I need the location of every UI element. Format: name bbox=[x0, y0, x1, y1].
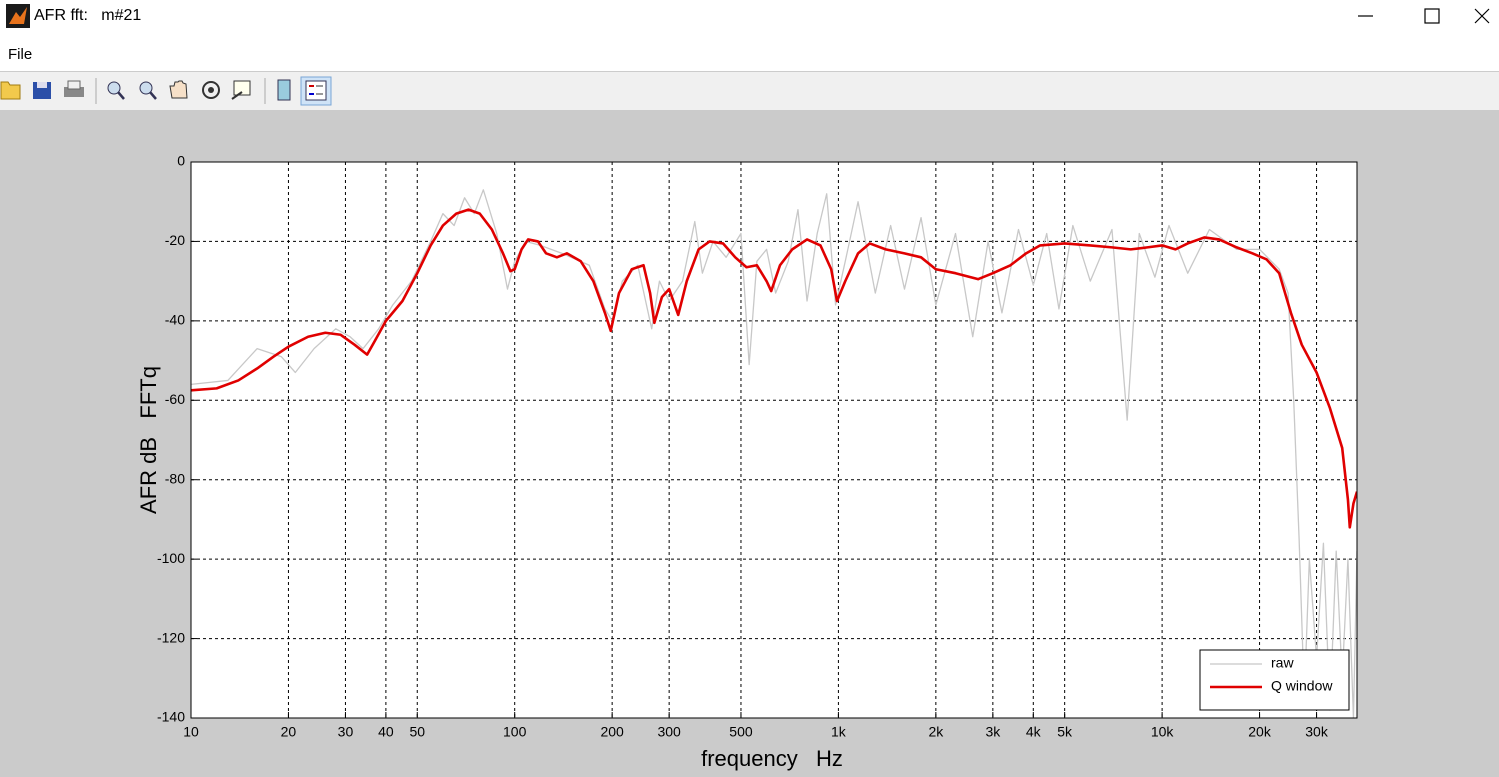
x-tick-label: 300 bbox=[657, 724, 681, 740]
y-tick-label: -40 bbox=[165, 312, 185, 328]
menu-file[interactable]: File bbox=[8, 46, 33, 63]
save-button[interactable] bbox=[33, 82, 51, 99]
x-tick-label: 5k bbox=[1057, 724, 1073, 740]
colorbar-button[interactable] bbox=[277, 79, 291, 101]
axes-box bbox=[190, 161, 1358, 719]
plot-area bbox=[191, 162, 1357, 718]
x-tick-label: 30 bbox=[338, 724, 354, 740]
y-tick-label: -120 bbox=[157, 629, 185, 645]
toolbar bbox=[0, 71, 1499, 111]
zoom-out-button[interactable] bbox=[139, 81, 157, 100]
figure: 10 20 30 40 50 100 200 300 500 1k 2k 3k 4k 5k 10k 20k 30… bbox=[0, 110, 1499, 777]
maximize[interactable] bbox=[1424, 8, 1440, 24]
window-title: AFR fft: m#21 bbox=[34, 7, 142, 24]
toolbar-icons bbox=[0, 76, 332, 106]
y-tick-label: 0 bbox=[177, 153, 185, 169]
close[interactable] bbox=[1474, 8, 1490, 24]
y-tick-label: -140 bbox=[157, 709, 185, 725]
y-axis-label: AFR dB FFTq bbox=[136, 366, 161, 514]
menu-bar: File bbox=[0, 40, 1499, 70]
x-tick-label: 100 bbox=[503, 724, 527, 740]
pan-button[interactable] bbox=[169, 80, 188, 99]
x-tick-label: 30k bbox=[1305, 724, 1329, 740]
data-cursor-button[interactable] bbox=[231, 80, 251, 100]
x-tick-label: 500 bbox=[729, 724, 753, 740]
open-button[interactable] bbox=[0, 81, 21, 100]
y-tick-label: -20 bbox=[165, 232, 185, 248]
app-icon bbox=[6, 4, 30, 28]
y-tick-label: -60 bbox=[165, 391, 185, 407]
x-tick-label: 50 bbox=[409, 724, 425, 740]
y-tick-label: -80 bbox=[165, 470, 185, 486]
x-axis-label: frequency Hz bbox=[701, 746, 843, 771]
x-tick-label: 10 bbox=[183, 724, 199, 740]
x-tick-label: 2k bbox=[928, 724, 944, 740]
x-tick-label: 40 bbox=[378, 724, 394, 740]
x-tick-label: 20 bbox=[281, 724, 297, 740]
x-tick-label: 20k bbox=[1248, 724, 1272, 740]
x-tick-label: 200 bbox=[600, 724, 624, 740]
title-bar: AFR fft: m#21 bbox=[0, 0, 1499, 34]
zoom-in-button[interactable] bbox=[107, 81, 125, 100]
legend-label: Q window bbox=[1271, 678, 1333, 694]
legend-box bbox=[1199, 649, 1350, 711]
x-tick-label: 4k bbox=[1026, 724, 1042, 740]
legend-button[interactable] bbox=[300, 76, 332, 106]
y-tick-label: -100 bbox=[157, 550, 185, 566]
series-line bbox=[191, 208, 1357, 529]
print-button[interactable] bbox=[64, 80, 84, 97]
legend-label: raw bbox=[1271, 655, 1294, 671]
x-tick-label: 1k bbox=[831, 724, 847, 740]
x-tick-label: 10k bbox=[1151, 724, 1175, 740]
x-tick-label: 3k bbox=[985, 724, 1001, 740]
rotate-button[interactable] bbox=[202, 81, 220, 99]
window-controls[interactable] bbox=[1329, 0, 1499, 34]
